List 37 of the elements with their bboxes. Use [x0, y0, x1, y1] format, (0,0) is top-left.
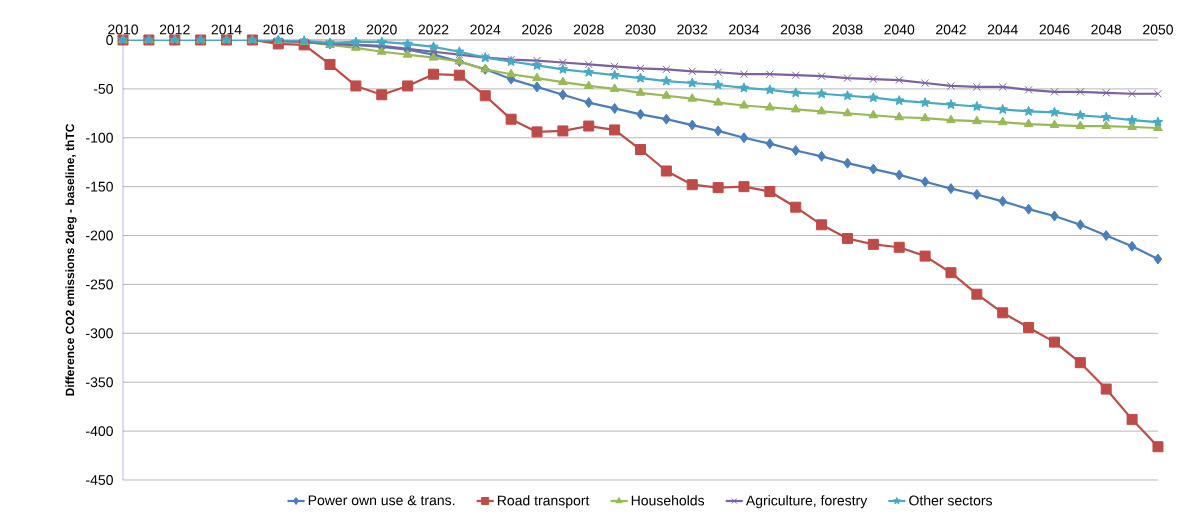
- x-tick-label: 2050: [1143, 24, 1173, 35]
- y-tick-label: -400: [86, 426, 113, 437]
- x-tick-label: 2024: [470, 24, 501, 35]
- x-tick-label: 2048: [1091, 24, 1122, 35]
- x-tick-label: 2044: [987, 24, 1018, 35]
- x-tick-label: 2034: [729, 24, 760, 35]
- x-tick-label: 2032: [677, 24, 708, 35]
- y-tick-label: -150: [86, 181, 113, 192]
- y-tick-label: -300: [86, 328, 113, 339]
- legend-label: Households: [631, 495, 705, 506]
- y-tick-label: -100: [86, 132, 113, 143]
- y-axis-title: Difference CO2 emissions 2deg - baseline, thTC: [65, 123, 77, 396]
- y-tick-label: -50: [93, 83, 113, 94]
- x-tick-label: 2042: [936, 24, 966, 35]
- x-tick-label: 2014: [211, 24, 242, 35]
- legend-label: Agriculture, forestry: [745, 495, 868, 509]
- y-tick-label: 0: [106, 35, 113, 45]
- x-tick-label: 2016: [263, 24, 294, 35]
- legend-label: Other sectors: [909, 495, 993, 506]
- x-tick-label: 2038: [832, 24, 863, 35]
- y-tick-label: -200: [86, 230, 113, 241]
- legend-label: Power own use & trans.: [308, 495, 455, 506]
- x-tick-label: 2018: [315, 24, 345, 35]
- x-tick-label: 2020: [366, 24, 397, 35]
- x-tick-label: 2012: [159, 24, 190, 35]
- legend-label: Road transport: [497, 495, 590, 509]
- x-tick-label: 2022: [418, 24, 449, 35]
- x-tick-label: 2040: [884, 24, 915, 35]
- y-tick-label: -250: [86, 279, 113, 290]
- x-tick-label: 2046: [1039, 24, 1070, 35]
- x-tick-label: 2036: [780, 24, 811, 35]
- x-tick-label: 2028: [573, 24, 604, 35]
- y-tick-label: -450: [86, 475, 113, 485]
- y-tick-label: -350: [86, 377, 113, 388]
- x-tick-label: 2030: [625, 24, 656, 35]
- x-tick-label: 2010: [108, 24, 139, 35]
- x-tick-label: 2026: [522, 24, 552, 35]
